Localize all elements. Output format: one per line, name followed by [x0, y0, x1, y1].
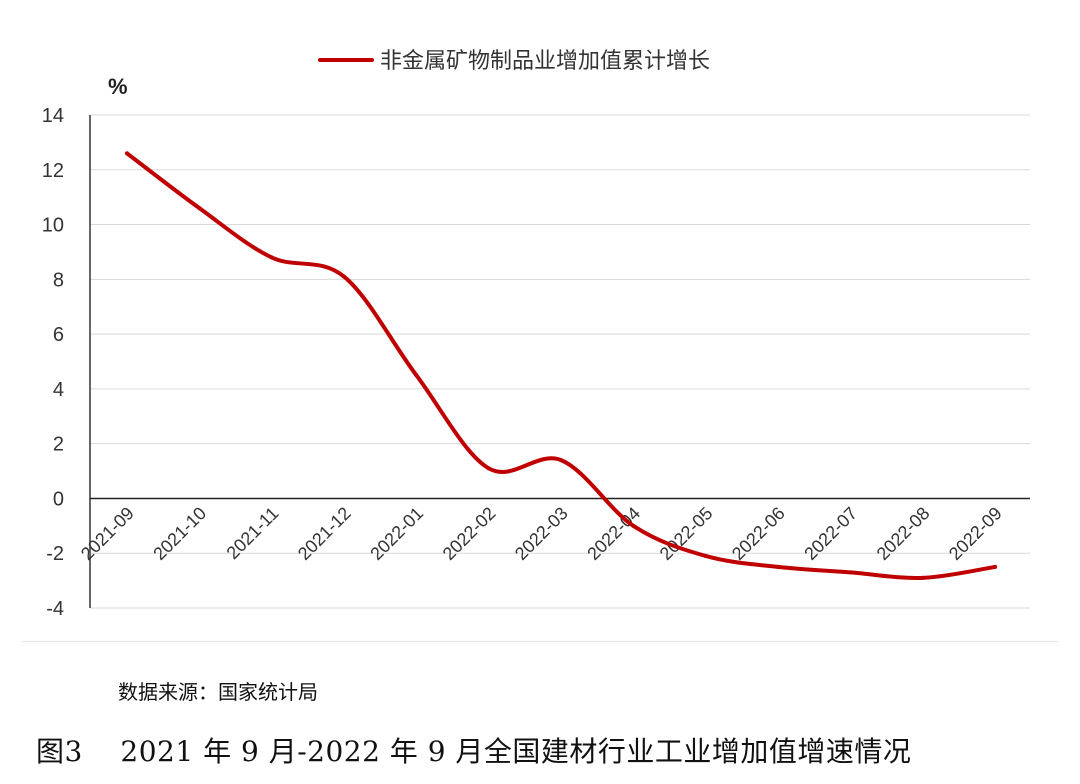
x-tick-label: 2022-04 [583, 503, 644, 564]
x-tick-label: 2022-06 [728, 503, 789, 564]
x-tick-label: 2021-09 [77, 503, 138, 564]
data-point [993, 564, 997, 569]
y-tick-label: 6 [53, 324, 64, 346]
y-tick-label: 0 [53, 488, 64, 510]
data-source-note: 数据来源：国家统计局 [118, 680, 318, 704]
divider [22, 641, 1058, 642]
data-point [848, 570, 853, 575]
data-point [703, 553, 708, 558]
y-axis-label: % [108, 74, 128, 99]
data-point [486, 466, 491, 471]
data-point [920, 575, 925, 580]
x-tick-label: 2022-02 [439, 503, 500, 564]
data-point [631, 523, 636, 528]
y-tick-label: -4 [46, 598, 64, 620]
x-tick-label: 2022-08 [873, 503, 934, 564]
y-tick-label: 14 [42, 105, 64, 127]
data-point [342, 274, 346, 279]
y-tick-label: 8 [53, 269, 64, 291]
data-point [559, 458, 563, 463]
data-point [414, 373, 419, 378]
data-point [269, 255, 274, 260]
y-tick-label: 10 [42, 215, 64, 237]
x-tick-label: 2022-03 [511, 503, 572, 564]
data-point [776, 564, 780, 569]
legend-label: 非金属矿物制品业增加值累计增长 [380, 48, 710, 73]
x-tick-label: 2021-10 [149, 503, 210, 564]
x-tick-label: 2021-12 [294, 503, 355, 564]
y-tick-label: 12 [42, 160, 64, 182]
x-tick-label: 2022-09 [945, 503, 1006, 564]
data-point [125, 151, 129, 156]
y-tick-label: 4 [53, 379, 64, 401]
figure-caption: 图3 2021 年 9 月-2022 年 9 月全国建材行业工业增加值增速情况 [36, 735, 912, 768]
data-point [197, 206, 202, 211]
chart-area: 14 12 10 8 6 4 2 0 -2 -4% 2021-09 2021-10 2021-11 202… [41, 48, 1030, 620]
y-tick-label: 2 [53, 434, 64, 456]
x-tick-label: 2021-11 [223, 503, 283, 563]
y-tick-label: -2 [46, 543, 64, 565]
x-tick-label: 2022-07 [800, 503, 861, 564]
x-tick-label: 2022-01 [366, 503, 427, 564]
